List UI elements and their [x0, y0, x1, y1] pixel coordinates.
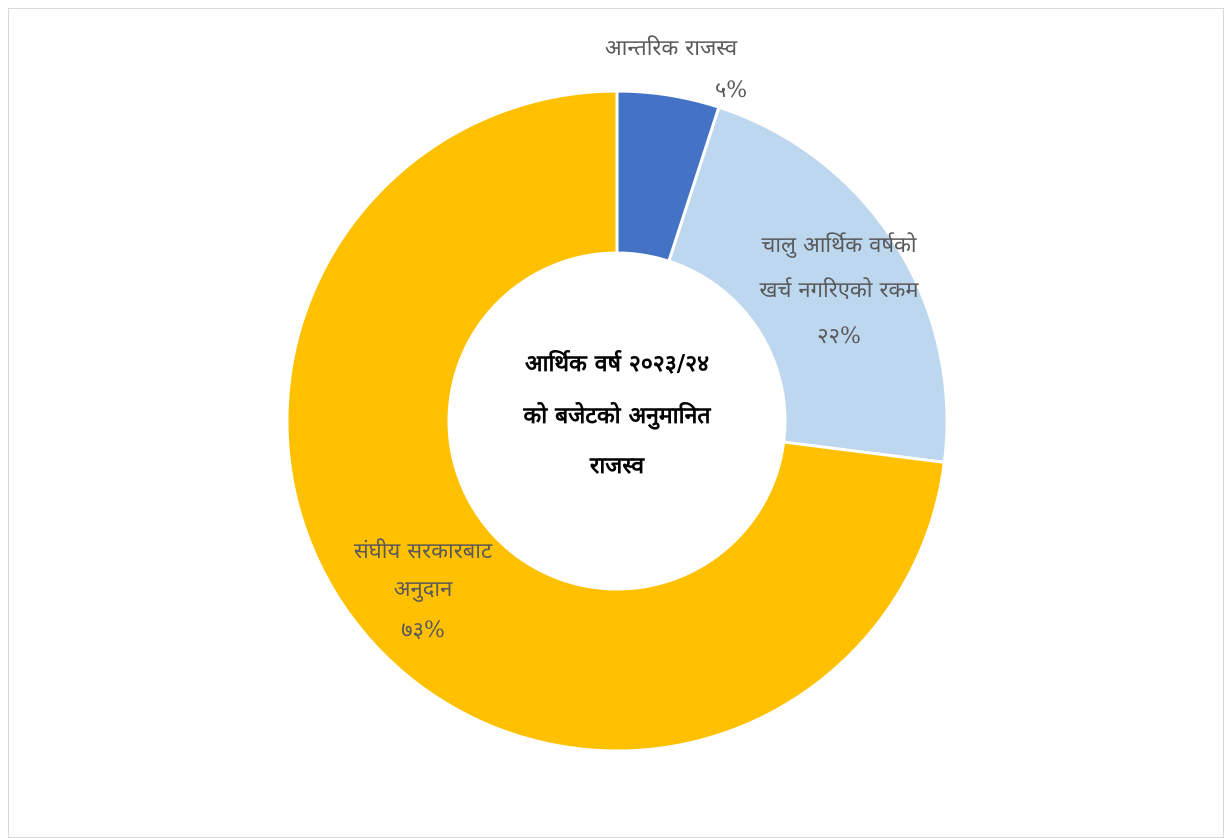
center-title-line3: राजस्व	[589, 453, 645, 479]
center-title: आर्थिक वर्ष २०२३/२४ को बजेटको अनुमानित र…	[523, 349, 712, 479]
slice-label-federal-grant-line1: संघीय सरकारबाट	[354, 538, 493, 564]
labels-layer: आन्तरिक राजस्व ५% चालु आर्थिक वर्षको खर्…	[354, 35, 919, 643]
slice-label-internal-revenue: आन्तरिक राजस्व	[605, 35, 738, 61]
slice-value-internal-revenue: ५%	[715, 78, 747, 103]
slices-layer	[285, 89, 949, 753]
slice-federal-grant	[285, 89, 947, 753]
slice-value-unspent: २२%	[817, 324, 861, 349]
center-title-line2: को बजेटको अनुमानित	[523, 401, 712, 430]
chart-frame: आन्तरिक राजस्व ५% चालु आर्थिक वर्षको खर्…	[8, 8, 1224, 838]
slice-label-unspent-line2: खर्च नगरिएको रकम	[759, 277, 919, 303]
center-title-line1: आर्थिक वर्ष २०२३/२४	[525, 349, 709, 377]
slice-label-unspent-line1: चालु आर्थिक वर्षको	[761, 232, 917, 258]
donut-chart: आन्तरिक राजस्व ५% चालु आर्थिक वर्षको खर्…	[285, 35, 949, 753]
slice-label-federal-grant-line2: अनुदान	[394, 577, 453, 602]
slice-unspent-amount	[667, 105, 949, 465]
slice-value-federal-grant: ७३%	[401, 618, 445, 643]
